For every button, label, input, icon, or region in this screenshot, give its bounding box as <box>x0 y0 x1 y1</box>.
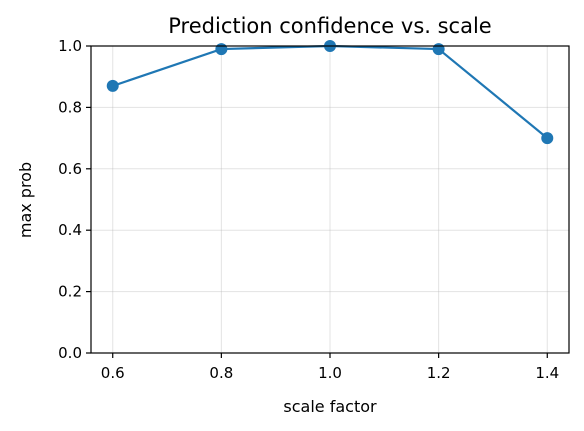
grid <box>91 45 569 354</box>
data-point <box>106 79 119 92</box>
y-tick-label: 0.2 <box>58 283 82 301</box>
y-tick-label: 0.8 <box>58 98 82 116</box>
y-tick-label: 0.4 <box>58 221 82 239</box>
y-tick-label: 1.0 <box>58 37 82 55</box>
x-tick-label: 1.0 <box>318 364 342 382</box>
data-point <box>432 43 445 56</box>
data-point <box>541 132 554 145</box>
data-point <box>215 43 228 56</box>
y-tick-label: 0.6 <box>58 160 82 178</box>
x-tick-label: 0.8 <box>209 364 233 382</box>
y-axis-label: max prob <box>16 162 35 238</box>
x-axis-label: scale factor <box>283 397 377 416</box>
x-tick-label: 1.2 <box>427 364 451 382</box>
x-tick-label: 1.4 <box>535 364 559 382</box>
y-axis: 0.0 0.2 0.4 0.6 0.8 1.0 <box>58 37 91 362</box>
x-tick-label: 0.6 <box>101 364 125 382</box>
chart-title: Prediction confidence vs. scale <box>168 14 491 38</box>
y-tick-label: 0.0 <box>58 344 82 362</box>
x-axis: 0.6 0.8 1.0 1.2 1.4 <box>101 353 559 382</box>
